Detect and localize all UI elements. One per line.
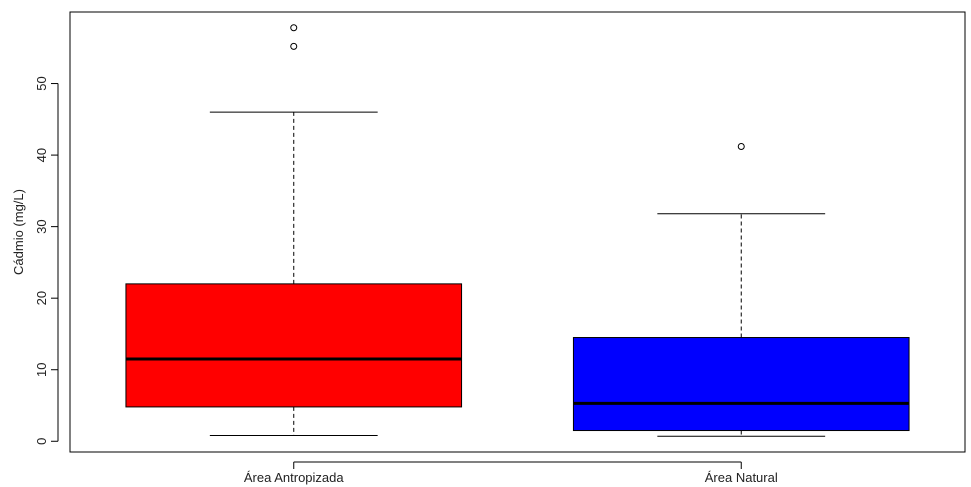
y-tick-label: 50 [34, 76, 49, 90]
y-tick-label: 10 [34, 362, 49, 376]
x-tick-label: Área Antropizada [244, 470, 345, 485]
boxes [125, 24, 910, 437]
outlier-point [737, 143, 745, 151]
plot-frame [69, 11, 966, 453]
y-axis: 0 10 20 30 40 50 [34, 76, 59, 445]
y-tick-label: 30 [34, 219, 49, 233]
outlier-point [290, 24, 298, 32]
box-2 [572, 143, 910, 437]
y-tick-label: 40 [34, 148, 49, 162]
box-1 [125, 24, 463, 437]
iqr-box [125, 283, 463, 408]
y-axis-label: Cádmio (mg/L) [11, 189, 26, 275]
y-tick-label: 0 [34, 438, 49, 445]
y-tick-label: 20 [34, 291, 49, 305]
x-tick-label: Área Natural [705, 470, 778, 485]
x-axis: Área Antropizada Área Natural [244, 461, 778, 485]
outlier-point [290, 42, 298, 50]
iqr-box [572, 337, 910, 432]
